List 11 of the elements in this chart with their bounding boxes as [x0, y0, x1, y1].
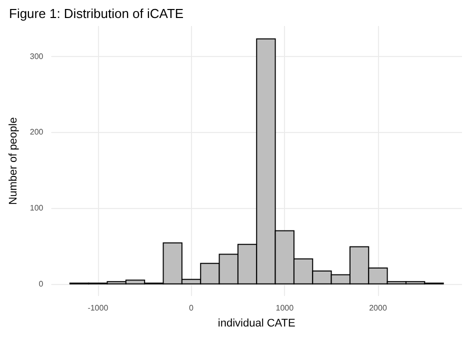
- x-tick-label: -1000: [88, 304, 109, 312]
- chart-title: Figure 1: Distribution of iCATE: [9, 6, 184, 21]
- y-tick-label: 300: [30, 52, 44, 61]
- x-axis-title: individual CATE: [218, 318, 296, 330]
- x-tick-label: 1000: [276, 304, 294, 312]
- x-tick-label: 2000: [369, 304, 388, 312]
- y-tick-label: 200: [30, 128, 44, 137]
- y-axis-title: Number of people: [8, 117, 20, 205]
- x-tick-label: 0: [189, 304, 194, 312]
- y-tick-label: 0: [38, 279, 44, 288]
- y-tick-label: 100: [30, 204, 44, 213]
